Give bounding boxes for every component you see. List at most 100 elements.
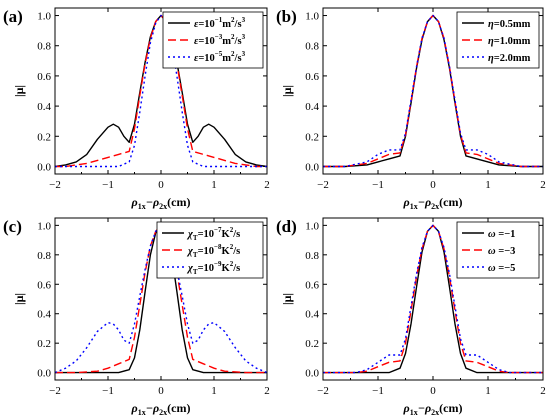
y-tick-label: 1.0 (37, 220, 51, 232)
y-axis-label: |μ| (12, 85, 26, 97)
legend-label-1: ε=10−1m2/s3 (194, 16, 246, 30)
legend-symbol: ε (194, 19, 199, 30)
y-axis-label: |μ| (280, 293, 294, 305)
legend-unit: K (222, 263, 231, 274)
x-tick-label: 1 (485, 179, 491, 191)
series-line-3 (323, 14, 543, 168)
legend-box (162, 11, 264, 69)
legend-unit-rest: /s (232, 263, 240, 274)
x-label-rho2: −ρ (418, 195, 431, 209)
x-tick-label: −2 (317, 385, 329, 397)
plot-frame (54, 217, 268, 381)
y-tick-label: 0.6 (305, 71, 319, 83)
legend-value: =10 (198, 229, 214, 240)
y-tick-label: 0.6 (37, 71, 51, 83)
legend-unit: K (222, 246, 231, 257)
y-tick-label: 0.2 (37, 338, 51, 350)
legend-subscript: T (193, 251, 198, 259)
legend-unit-exponent-2: 3 (242, 33, 246, 41)
y-axis-label: |μ| (280, 85, 294, 97)
x-label-unit: (cm) (167, 401, 190, 415)
x-tick-label: 0 (430, 179, 436, 191)
legend-box (456, 11, 540, 69)
legend-unit-rest: /s (234, 53, 242, 64)
legend-label-2: ε=10−3m2/s3 (194, 33, 246, 47)
legend-value: =0.5mm (494, 19, 531, 30)
series-line-3 (323, 224, 543, 374)
panel-2: (b) −2 −1 0 1 2 0.0 0.2 0.4 0.6 0.8 1.0 |μ| ρ1x−ρ2x(c… (276, 7, 546, 211)
x-tick-label: 1 (211, 179, 217, 191)
x-tick-label: 0 (158, 385, 164, 397)
legend-label-2: η=1.0mm (488, 36, 531, 47)
x-label-unit: (cm) (439, 401, 462, 415)
x-tick-label: 2 (540, 179, 546, 191)
y-tick-label: 1.0 (305, 220, 319, 232)
y-tick-label: 0.8 (37, 41, 51, 53)
plot-frame (54, 7, 268, 175)
legend-value: =−1 (496, 229, 516, 240)
x-label-sub2: 2x (159, 202, 167, 211)
legend-value: =10 (198, 36, 214, 47)
legend-symbol: ω (488, 229, 496, 240)
x-label-rho2: −ρ (418, 401, 431, 415)
x-tick-label: −1 (102, 179, 114, 191)
legend-unit-exponent: 2 (230, 243, 234, 251)
x-label-unit: (cm) (439, 195, 462, 209)
legend-exponent: −5 (215, 50, 223, 58)
x-label-rho1: ρ (131, 401, 138, 415)
x-axis-label: ρ1x−ρ2x(cm) (131, 401, 191, 417)
series-line-2 (55, 224, 267, 374)
y-tick-label: 0.8 (305, 250, 319, 262)
legend-value: =−5 (496, 263, 516, 274)
legend-unit-rest: /s (234, 36, 242, 47)
plot-frame (322, 217, 544, 381)
legend-label-3: ε=10−5m2/s3 (194, 50, 246, 64)
x-label-rho1: ρ (403, 195, 410, 209)
legend-label-1: η=0.5mm (488, 19, 531, 30)
y-tick-label: 1.0 (37, 11, 51, 23)
x-tick-label: 1 (211, 385, 217, 397)
legend-unit: m (222, 53, 231, 64)
x-label-rho1: ρ (403, 401, 410, 415)
legend-subscript: T (193, 268, 198, 276)
x-label-sub1: 1x (410, 408, 418, 417)
x-tick-label: 0 (430, 385, 436, 397)
legend-symbol: ε (194, 53, 199, 64)
panel-1: (a) −2 −1 0 1 2 0.0 0.2 0.4 0.6 0.8 1.0 |μ| ρ1x−ρ2x(c… (3, 7, 270, 211)
y-tick-label: 0.0 (305, 368, 319, 380)
y-tick-label: 0.6 (37, 279, 51, 291)
panel-label: (d) (276, 217, 297, 236)
legend-symbol: ω (488, 263, 496, 274)
legend-label-2: ω =−3 (488, 246, 515, 257)
x-tick-label: 2 (264, 179, 270, 191)
y-tick-label: 0.8 (37, 250, 51, 262)
legend-unit-exponent: 2 (231, 33, 235, 41)
y-tick-label: 0.6 (305, 279, 319, 291)
y-tick-label: 0.4 (37, 101, 51, 113)
x-label-unit: (cm) (167, 195, 190, 209)
legend-symbol: η (488, 19, 494, 30)
legend-unit-exponent-2: 3 (242, 50, 246, 58)
legend-value: =10 (198, 53, 214, 64)
legend-label-2: χT=10−8K2/s (186, 243, 240, 259)
y-tick-label: 0.0 (37, 161, 51, 173)
y-tick-label: 0.4 (37, 309, 51, 321)
legend-value: =−3 (496, 246, 516, 257)
legend-box (456, 221, 540, 279)
legend-label-3: χT=10−9K2/s (186, 260, 240, 276)
legend-symbol: χ (186, 229, 194, 240)
x-label-sub2: 2x (431, 408, 439, 417)
legend-symbol: ω (488, 246, 496, 257)
x-tick-label: −2 (317, 179, 329, 191)
legend-unit-rest: /s (232, 246, 240, 257)
y-tick-label: 0.8 (305, 41, 319, 53)
y-tick-label: 0.2 (305, 131, 319, 143)
legend-exponent: −3 (215, 33, 223, 41)
panel-label: (a) (3, 7, 23, 26)
y-axis-label: |μ| (12, 293, 26, 305)
legend-exponent: −9 (214, 260, 222, 268)
legend-unit-rest: /s (234, 19, 242, 30)
legend-unit-exponent: 2 (230, 260, 234, 268)
legend-label-1: ω =−1 (488, 229, 515, 240)
